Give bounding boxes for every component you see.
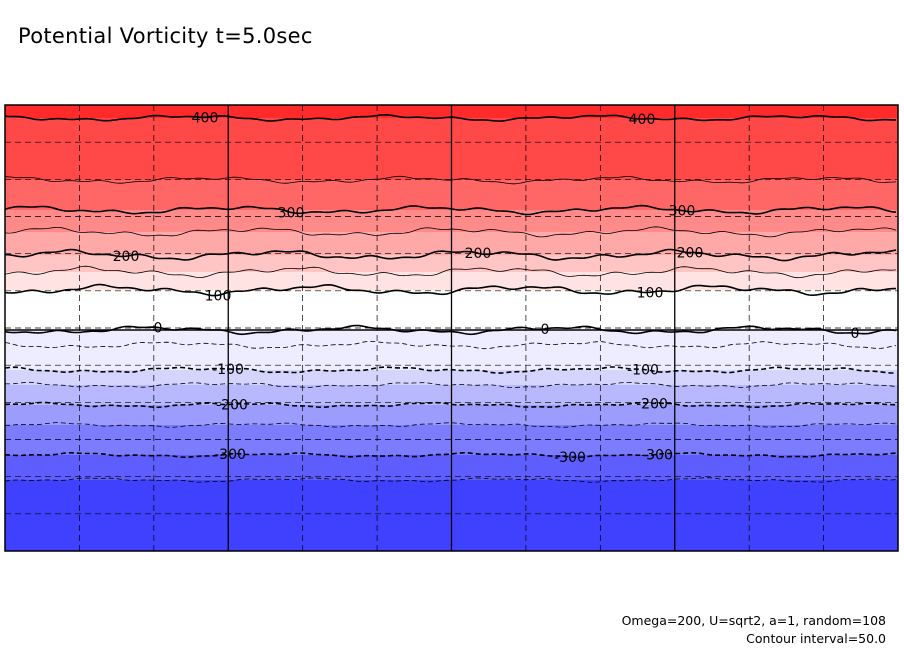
contour-label: 0: [154, 320, 163, 336]
plot-frame: [4, 104, 899, 552]
contour-interval-note: Contour interval=50.0: [746, 631, 886, 646]
contour-line: [5, 422, 897, 428]
contour-label: 400: [192, 110, 219, 126]
contour-label: 300: [278, 205, 305, 221]
contour-lines: [5, 113, 898, 483]
contour-label: -300: [641, 447, 673, 463]
parameters-note: Omega=200, U=sqrt2, a=1, random=108: [621, 613, 886, 628]
grid-lines: [5, 105, 898, 551]
contour-label: -300: [554, 450, 586, 466]
contour-label: -100: [627, 362, 659, 378]
contour-line: [5, 283, 896, 297]
contour-label: 400: [629, 112, 656, 128]
contour-line: [5, 175, 897, 185]
contour-line: [5, 324, 897, 336]
contour-line: [5, 451, 897, 459]
contour-label: -300: [214, 447, 246, 463]
contour-label: 0: [851, 326, 860, 342]
contour-label: 200: [465, 246, 492, 262]
contour-line: [5, 248, 897, 262]
contour-line: [5, 477, 897, 483]
contour-line: [5, 401, 896, 409]
contour-label: -100: [212, 362, 244, 378]
contour-line: [5, 340, 897, 350]
contour-line: [5, 381, 897, 388]
chart-title: Potential Vorticity t=5.0sec: [18, 24, 313, 48]
contour-line: [5, 226, 897, 238]
contour-line: [5, 204, 897, 216]
contour-line: [5, 113, 896, 122]
contour-line: [5, 265, 897, 279]
contour-label: 300: [669, 204, 696, 220]
contour-label: 100: [637, 285, 664, 301]
contour-label: 0: [541, 322, 550, 338]
contour-line: [5, 366, 897, 374]
contour-label: -200: [636, 396, 668, 412]
contour-label: 100: [205, 288, 232, 304]
contour-label: 200: [677, 246, 704, 262]
contour-label: -200: [216, 397, 248, 413]
contour-labels: 400 400 300 300 200 200 200 100 100 0 0 0 -100 -100 -2…: [113, 110, 860, 466]
contour-label: 200: [113, 249, 140, 265]
